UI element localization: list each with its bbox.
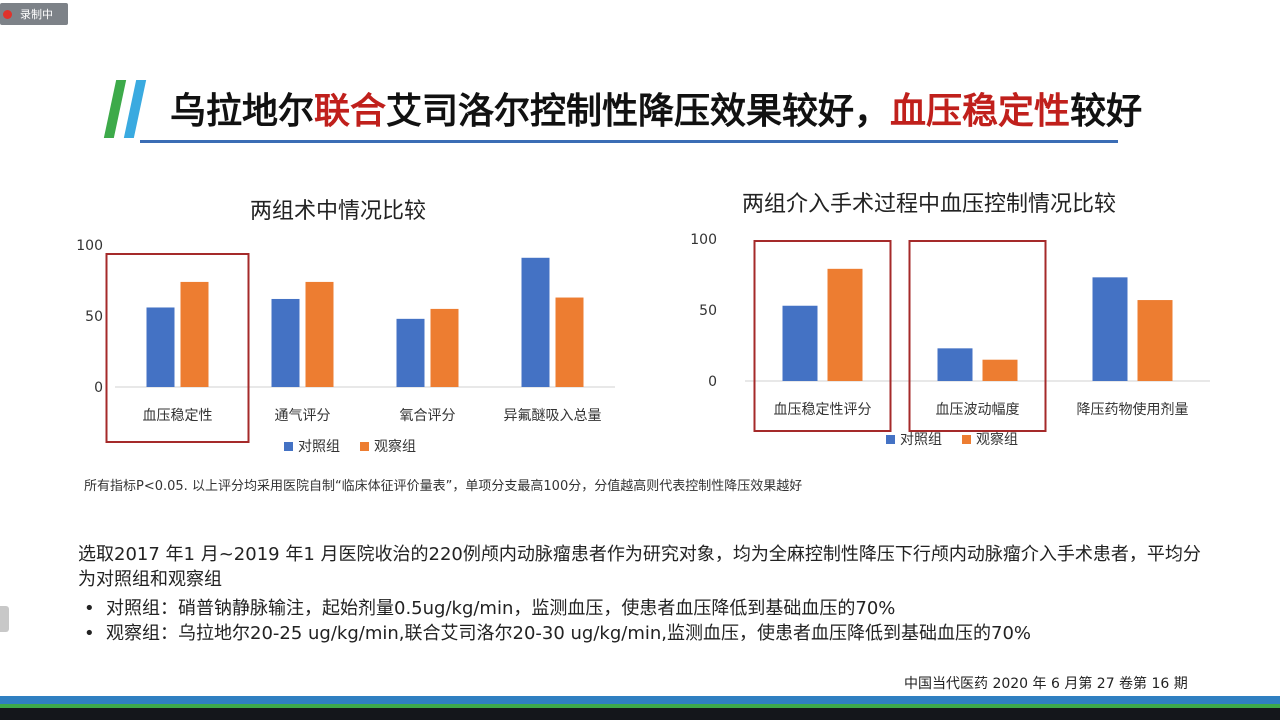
chart1-bar-observe bbox=[305, 281, 334, 387]
chart1-bar-control bbox=[396, 318, 425, 387]
study-description: 选取2017 年1 月~2019 年1 月医院收治的220例颅内动脉瘤患者作为研… bbox=[78, 544, 1201, 590]
chart2-y-tick: 50 bbox=[699, 303, 717, 319]
chart2-bar-control bbox=[782, 305, 818, 381]
chart1-bar-control bbox=[271, 298, 300, 387]
bullet-symbol: • bbox=[84, 623, 95, 644]
footer-green-band bbox=[0, 704, 1280, 708]
chart2-bar-observe bbox=[982, 359, 1018, 381]
chart2-legend-swatch bbox=[962, 435, 971, 444]
chart1-bar-observe bbox=[180, 281, 209, 387]
chart1-category-label: 血压稳定性 bbox=[143, 408, 213, 424]
footnote: 所有指标P<0.05. 以上评分均采用医院自制“临床体征评价量表”，单项分支最高… bbox=[84, 479, 803, 494]
side-panel-handle[interactable] bbox=[0, 606, 9, 632]
chart2-bar-control bbox=[937, 348, 973, 381]
chart1-legend-swatch bbox=[284, 442, 293, 451]
chart2-highlight-box bbox=[753, 240, 892, 432]
chart1-y-tick: 50 bbox=[85, 309, 103, 325]
chart2-highlight-box bbox=[908, 240, 1047, 432]
chart2-category-label: 降压药物使用剂量 bbox=[1077, 401, 1189, 418]
chart1-bar-control bbox=[521, 257, 550, 387]
bullet-text: 对照组：硝普钠静脉输注，起始剂量0.5ug/kg/min，监测血压，使患者血压降… bbox=[106, 598, 896, 619]
chart2-legend-label: 观察组 bbox=[976, 431, 1018, 448]
chart1-title: 两组术中情况比较 bbox=[250, 199, 427, 224]
title-part-2: 联合 bbox=[314, 91, 387, 132]
record-dot-icon bbox=[3, 9, 12, 19]
recording-label: 录制中 bbox=[20, 8, 53, 21]
chart1-y-tick: 0 bbox=[94, 380, 103, 396]
citation: 中国当代医药 2020 年 6 月第 27 卷第 16 期 bbox=[904, 676, 1188, 692]
recording-indicator[interactable]: 录制中 bbox=[0, 3, 68, 25]
chart1-bar-control bbox=[146, 307, 175, 387]
chart1-category-label: 通气评分 bbox=[275, 408, 331, 424]
bullet-symbol: • bbox=[84, 598, 95, 619]
slide-title: 乌拉地尔联合艾司洛尔控制性降压效果较好，血压稳定性较好 bbox=[170, 82, 1142, 134]
chart1-legend-label: 观察组 bbox=[374, 438, 416, 455]
chart2-y-tick: 100 bbox=[690, 232, 717, 248]
footer-blue-band bbox=[0, 696, 1280, 704]
title-part-4: 血压稳定性 bbox=[890, 91, 1071, 132]
chart2-bar-observe bbox=[827, 268, 863, 381]
title-part-3: 艾司洛尔控制性降压效果较好， bbox=[386, 91, 891, 132]
chart2-bar-observe bbox=[1137, 300, 1173, 381]
title-underline bbox=[140, 140, 1118, 143]
chart1-y-tick: 100 bbox=[76, 238, 103, 254]
chart1-bar-observe bbox=[430, 308, 459, 387]
recording-toolbar bbox=[0, 0, 1280, 30]
chart1-bar-observe bbox=[555, 297, 584, 387]
bullet-observe-group: • 观察组：乌拉地尔20-25 ug/kg/min,联合艾司洛尔20-30 ug/… bbox=[84, 619, 1031, 645]
chart1-legend-label: 对照组 bbox=[298, 439, 340, 455]
chart1-category-label: 氧合评分 bbox=[400, 408, 456, 424]
title-part-5: 较好 bbox=[1070, 91, 1143, 132]
bullet-text: 观察组：乌拉地尔20-25 ug/kg/min,联合艾司洛尔20-30 ug/k… bbox=[106, 623, 1032, 644]
chart2-category-label: 血压稳定性评分 bbox=[774, 402, 872, 418]
chart1-category-label: 异氟醚吸入总量 bbox=[504, 408, 602, 424]
chart2-legend-label: 对照组 bbox=[900, 432, 942, 448]
chart2-bar-control bbox=[1092, 277, 1128, 381]
chart1-legend-swatch bbox=[360, 442, 369, 451]
chart2-category-label: 血压波动幅度 bbox=[936, 402, 1020, 418]
chart2-legend-swatch bbox=[886, 435, 895, 444]
chart1-highlight-box bbox=[105, 253, 250, 443]
footer-dark-strip bbox=[0, 708, 1280, 720]
chart2-title: 两组介入手术过程中血压控制情况比较 bbox=[742, 192, 1117, 217]
title-part-1: 乌拉地尔 bbox=[170, 91, 315, 132]
bullet-control-group: • 对照组：硝普钠静脉输注，起始剂量0.5ug/kg/min，监测血压，使患者血压… bbox=[84, 594, 895, 620]
chart2-y-tick: 0 bbox=[708, 374, 717, 390]
